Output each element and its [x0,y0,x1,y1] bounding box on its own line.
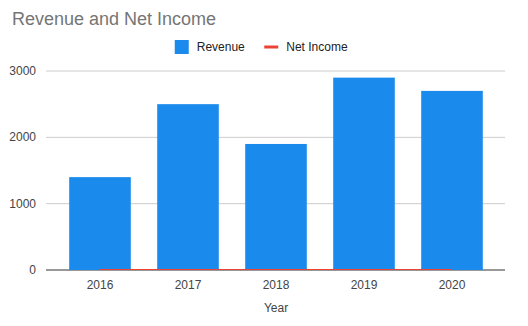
y-tick-label: 0 [29,263,36,277]
grid-line [46,270,505,271]
legend-label: Revenue [197,40,245,54]
x-tick-label: 2016 [87,278,114,292]
bar [245,144,307,270]
y-tick-label: 3000 [9,64,36,78]
background [0,0,528,326]
chart-container: Revenue and Net Income 0 1000 2000 3000 2016 2… [0,0,528,326]
marks [69,78,483,270]
line [100,269,452,270]
grid [46,71,505,270]
bar [333,78,395,270]
x-tick-label: 2017 [175,278,202,292]
x-tick-label: 2018 [263,278,290,292]
x-axis-label: Year [264,301,288,315]
legend-swatch [175,40,189,54]
y-tick-label: 2000 [9,130,36,144]
legend-label: Net Income [286,40,348,54]
bar [421,91,483,270]
title: Revenue and Net Income [12,9,216,29]
bar [157,104,219,270]
legend: Revenue Net Income [175,40,348,54]
y-tick-label: 1000 [9,197,36,211]
x-tick-label: 2020 [439,278,466,292]
bar [69,177,131,270]
chart-svg: Revenue and Net Income 0 1000 2000 3000 2016 2… [0,0,528,326]
grid-line [46,71,505,72]
legend-swatch [264,46,278,49]
x-tick-label: 2019 [351,278,378,292]
